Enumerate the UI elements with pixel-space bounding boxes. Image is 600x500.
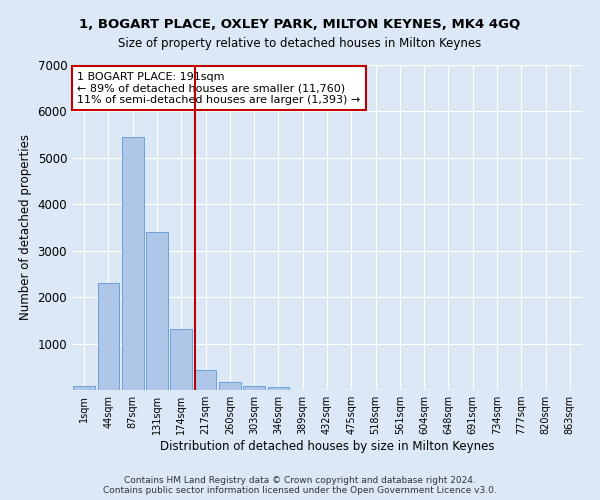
Text: 1, BOGART PLACE, OXLEY PARK, MILTON KEYNES, MK4 4GQ: 1, BOGART PLACE, OXLEY PARK, MILTON KEYN… xyxy=(79,18,521,30)
X-axis label: Distribution of detached houses by size in Milton Keynes: Distribution of detached houses by size … xyxy=(160,440,494,453)
Bar xyxy=(268,387,289,390)
Bar xyxy=(219,382,241,390)
Text: 1 BOGART PLACE: 191sqm
← 89% of detached houses are smaller (11,760)
11% of semi: 1 BOGART PLACE: 191sqm ← 89% of detached… xyxy=(77,72,361,104)
Bar xyxy=(73,386,95,390)
Bar xyxy=(97,283,119,390)
Text: Size of property relative to detached houses in Milton Keynes: Size of property relative to detached ho… xyxy=(118,38,482,51)
Bar xyxy=(243,386,265,390)
Bar xyxy=(122,137,143,390)
Bar xyxy=(194,370,217,390)
Bar xyxy=(146,232,168,390)
Bar xyxy=(170,328,192,390)
Text: Contains HM Land Registry data © Crown copyright and database right 2024.
Contai: Contains HM Land Registry data © Crown c… xyxy=(103,476,497,495)
Y-axis label: Number of detached properties: Number of detached properties xyxy=(19,134,32,320)
